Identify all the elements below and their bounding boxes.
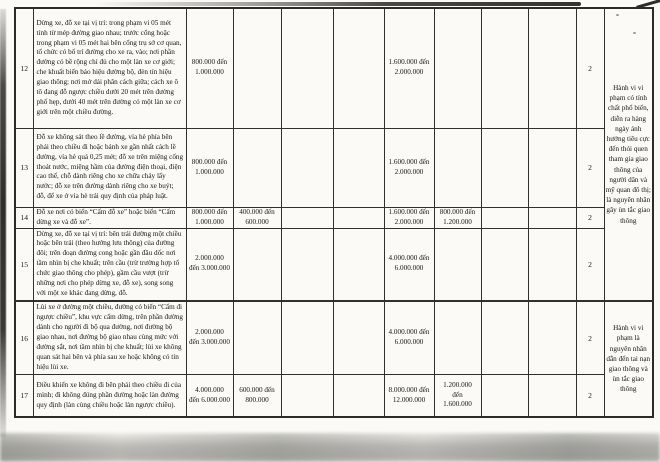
row-number-cell: 13 <box>14 127 34 208</box>
fine-amount-cell <box>280 206 334 229</box>
fine-amount-cell <box>232 7 282 129</box>
fine-amount-cell <box>527 206 577 229</box>
fine-amount-cell: 2.000.000 đến 3.000.000 <box>185 227 234 302</box>
points-cell: 2 <box>575 374 605 418</box>
violation-description: Dừng xe, đỗ xe tại vị trí: bên trái đườn… <box>32 227 187 302</box>
fine-amount-cell: 1.600.000 đến 2.000.000 <box>383 7 435 129</box>
fine-amount-cell: 800.000 đến 1.200.000 <box>433 206 482 229</box>
fine-amount-cell <box>332 7 385 129</box>
fine-amount-cell <box>332 127 385 208</box>
fine-amount-cell: 4.000.000 đến 6.000.000 <box>185 374 234 418</box>
violation-description: Đỗ xe nơi có biển “Cấm đỗ xe” hoặc biển … <box>32 206 187 229</box>
fine-amount-cell <box>332 227 385 302</box>
fine-amount-cell: 4.000.000 đến 6.000.000 <box>383 299 435 376</box>
fine-amount-cell <box>480 299 529 376</box>
table-row: 15 Dừng xe, đỗ xe tại vị trí: bên trái đ… <box>14 227 653 302</box>
fine-amount-cell <box>527 374 577 418</box>
fine-amount-cell: 1.200.000 đến 1.600.000 <box>433 374 482 418</box>
fine-amount-cell <box>232 299 282 376</box>
table-row: 14 Đỗ xe nơi có biển “Cấm đỗ xe” hoặc bi… <box>14 206 653 229</box>
fine-amount-cell: 400.000 đến 600.000 <box>232 206 282 229</box>
row-number-cell: 14 <box>14 206 34 229</box>
points-cell: 2 <box>575 127 605 208</box>
violation-description: Điều khiển xe không đi bên phải theo chi… <box>32 374 187 418</box>
table-row: 17 Điều khiển xe không đi bên phải theo … <box>14 374 653 418</box>
fine-amount-cell <box>480 206 529 229</box>
fine-amount-cell <box>527 299 577 376</box>
violation-description: Dừng xe, đỗ xe tại vị trí: trong phạm vi… <box>32 7 187 129</box>
fine-amount-cell <box>433 299 482 376</box>
fine-amount-cell: 1.600.000 đến 2.000.000 <box>383 206 435 229</box>
points-cell: 2 <box>575 206 605 229</box>
remarks-cell: Hành vi vi phạm có tính chất phổ biến, d… <box>603 7 654 302</box>
fine-amount-cell <box>332 374 385 418</box>
fine-amount-cell: 800.000 đến 1.000.000 <box>185 7 234 129</box>
fine-amount-cell <box>480 7 529 129</box>
scan-edge-left <box>0 9 6 437</box>
fine-amount-cell <box>527 7 577 129</box>
fine-amount-cell <box>232 127 282 208</box>
fine-amount-cell: 8.000.000 đến 12.000.000 <box>383 374 435 418</box>
points-cell: 2 <box>575 299 605 376</box>
scan-edge-top <box>95 2 581 6</box>
fine-amount-cell <box>480 374 529 418</box>
fine-amount-cell <box>280 227 334 302</box>
table-row: 16 Lùi xe ở đường một chiều, đường có bi… <box>14 299 654 418</box>
fine-amount-cell: 800.000 đến 1.000.000 <box>185 127 234 208</box>
row-number-cell: 15 <box>14 227 34 302</box>
fine-amount-cell <box>280 374 334 418</box>
table-row: 13 Đỗ xe không sát theo lề đường, vỉa hè… <box>14 127 653 208</box>
fine-amount-cell: 800.000 đến 1.000.000 <box>185 206 234 229</box>
fine-amount-cell <box>480 127 529 208</box>
fine-amount-cell <box>433 227 482 302</box>
remarks-cell: Hành vi vi phạm là nguyên nhân dẫn đến t… <box>603 299 654 418</box>
scan-speck <box>633 32 636 34</box>
fine-amount-cell <box>433 7 482 129</box>
scan-bottom-shadow <box>0 433 660 462</box>
fine-amount-cell <box>480 227 529 302</box>
table-row: 12 Dừng xe, đỗ xe tại vị trí: trong phạm… <box>14 7 654 302</box>
fine-amount-cell <box>527 127 577 208</box>
scan-speck <box>616 14 619 16</box>
points-cell: 2 <box>575 7 605 129</box>
fine-amount-cell <box>280 299 334 376</box>
violations-fines-table: 12 Dừng xe, đỗ xe tại vị trí: trong phạm… <box>14 7 654 418</box>
fine-amount-cell <box>280 7 334 129</box>
fine-amount-cell: 1.600.000 đến 2.000.000 <box>383 127 435 208</box>
violation-description: Lùi xe ở đường một chiều, đường có biển … <box>32 299 187 376</box>
fine-amount-cell: 2.000.000 đến 3.000.000 <box>185 299 234 376</box>
fine-amount-cell <box>527 227 577 302</box>
row-number-cell: 17 <box>14 374 34 418</box>
fine-amount-cell <box>332 299 385 376</box>
fine-amount-cell <box>280 127 334 208</box>
violation-description: Đỗ xe không sát theo lề đường, vỉa hè ph… <box>32 127 187 208</box>
fine-amount-cell: 600.000 đến 800.000 <box>232 374 282 418</box>
row-number-cell: 12 <box>14 7 34 129</box>
fine-amount-cell <box>232 227 282 302</box>
fine-amount-cell <box>332 206 385 229</box>
points-cell: 2 <box>575 227 605 302</box>
row-number-cell: 16 <box>14 299 34 376</box>
fine-amount-cell <box>433 127 482 208</box>
fine-amount-cell: 4.000.000 đến 6.000.000 <box>383 227 435 302</box>
